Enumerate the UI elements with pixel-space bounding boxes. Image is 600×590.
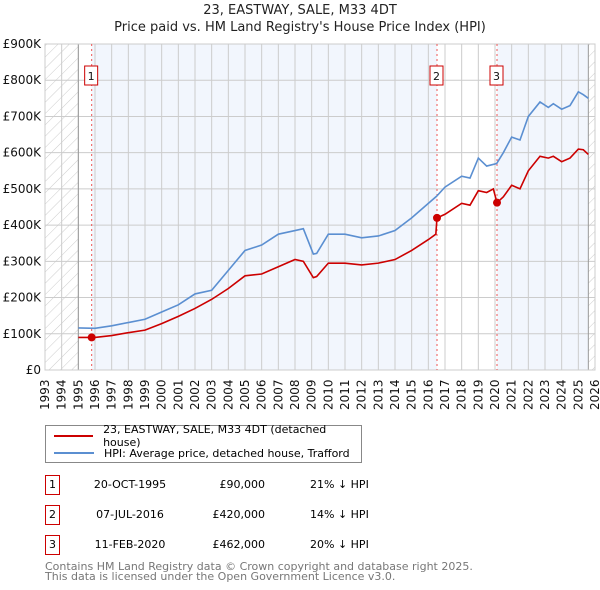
x-tick-label: 2007 bbox=[271, 379, 285, 410]
price-chart: £0 £100K £200K £300K £400K £500K £600K £700K £80… bbox=[3, 37, 600, 410]
x-tick-label: 2018 bbox=[455, 379, 469, 410]
sale-row: 2 07-JUL-2016 £420,000 14% ↓ HPI bbox=[45, 505, 445, 525]
x-tick-label: 1999 bbox=[138, 379, 152, 410]
x-tick-label: 2021 bbox=[505, 379, 519, 410]
sale-hpi-diff: 21% ↓ HPI bbox=[310, 478, 369, 491]
sale-date: 11-FEB-2020 bbox=[94, 538, 166, 551]
footer-copyright: Contains HM Land Registry data © Crown c… bbox=[45, 560, 473, 573]
y-tick-label: £700K bbox=[3, 109, 43, 123]
x-tick-label: 2024 bbox=[555, 379, 569, 410]
sale-marker-number: 1 bbox=[45, 475, 60, 495]
sale-row: 1 20-OCT-1995 £90,000 21% ↓ HPI bbox=[45, 475, 445, 495]
legend-item-property: 23, EASTWAY, SALE, M33 4DT (detached hou… bbox=[54, 423, 361, 449]
sale-point bbox=[87, 333, 96, 342]
sale-label-box bbox=[489, 65, 504, 86]
x-tick-label: 2001 bbox=[171, 379, 185, 410]
x-tick-label: 1995 bbox=[71, 379, 85, 410]
legend: 23, EASTWAY, SALE, M33 4DT (detached hou… bbox=[45, 423, 362, 463]
sale-marker-number: 3 bbox=[45, 535, 60, 555]
legend-item-hpi: HPI: Average price, detached house, Traf… bbox=[54, 445, 350, 461]
y-tick-label: £800K bbox=[3, 73, 43, 87]
sale-marker-number: 2 bbox=[45, 505, 60, 525]
x-tick-label: 2026 bbox=[588, 379, 600, 410]
sale-hpi-diff: 20% ↓ HPI bbox=[310, 538, 369, 551]
sale-date: 07-JUL-2016 bbox=[96, 508, 164, 521]
x-tick-label: 2012 bbox=[355, 379, 369, 410]
sale-date: 20-OCT-1995 bbox=[93, 478, 167, 491]
sale-label-number: 3 bbox=[493, 70, 500, 83]
chart-subtitle: Price paid vs. HM Land Registry's House … bbox=[114, 20, 486, 35]
sale-label-box bbox=[429, 65, 444, 86]
x-tick-label: 2010 bbox=[321, 379, 335, 410]
x-tick-label: 2014 bbox=[388, 379, 402, 410]
legend-label: HPI: Average price, detached house, Traf… bbox=[104, 446, 350, 460]
x-tick-label: 2006 bbox=[255, 379, 269, 410]
blue-line-swatch bbox=[54, 452, 94, 454]
x-tick-label: 2022 bbox=[521, 379, 535, 410]
sale-point bbox=[493, 198, 501, 207]
x-tick-label: 2002 bbox=[188, 379, 202, 410]
x-tick-label: 2015 bbox=[405, 379, 419, 410]
y-tick-label: £300K bbox=[3, 254, 43, 268]
sale-price: £420,000 bbox=[212, 508, 266, 521]
y-tick-label: £100K bbox=[3, 327, 43, 341]
x-tick-label: 2025 bbox=[571, 379, 585, 410]
property-price-line bbox=[78, 148, 589, 339]
x-tick-label: 1993 bbox=[38, 379, 52, 410]
sale-label-number: 2 bbox=[433, 70, 440, 83]
shaded-ownership-band bbox=[497, 44, 589, 370]
x-tick-label: 2019 bbox=[471, 379, 485, 410]
y-tick-label: £500K bbox=[3, 182, 43, 196]
x-tick-label: 1997 bbox=[105, 379, 119, 410]
x-tick-label: 1998 bbox=[121, 379, 135, 410]
x-tick-label: 2009 bbox=[305, 379, 319, 410]
sale-row: 3 11-FEB-2020 £462,000 20% ↓ HPI bbox=[45, 535, 445, 555]
x-tick-label: 2011 bbox=[338, 379, 352, 410]
hpi-line bbox=[78, 90, 589, 330]
x-tick-label: 2023 bbox=[538, 379, 552, 410]
sale-hpi-diff: 14% ↓ HPI bbox=[310, 508, 369, 521]
x-tick-label: 2005 bbox=[238, 379, 252, 410]
x-tick-label: 1994 bbox=[55, 379, 69, 410]
legend-label: 23, EASTWAY, SALE, M33 4DT (detached hou… bbox=[103, 423, 327, 449]
x-tick-label: 2000 bbox=[155, 379, 169, 410]
sale-label-box bbox=[84, 65, 99, 86]
y-tick-label: £900K bbox=[3, 37, 43, 51]
x-tick-label: 2016 bbox=[421, 379, 435, 410]
x-tick-label: 2013 bbox=[371, 379, 385, 410]
sale-point bbox=[433, 213, 441, 222]
y-tick-label: £200K bbox=[3, 291, 43, 305]
sale-label-number: 1 bbox=[88, 70, 95, 83]
sale-price: £90,000 bbox=[219, 478, 266, 491]
red-line-swatch bbox=[54, 435, 94, 437]
x-tick-label: 2008 bbox=[288, 379, 302, 410]
x-tick-label: 2020 bbox=[488, 379, 502, 410]
shaded-ownership-band bbox=[91, 44, 438, 370]
chart-title: 23, EASTWAY, SALE, M33 4DT bbox=[203, 3, 397, 18]
x-tick-label: 2017 bbox=[438, 379, 452, 410]
x-tick-label: 2004 bbox=[221, 379, 235, 410]
y-tick-label: £600K bbox=[3, 146, 43, 160]
y-tick-label: £400K bbox=[3, 218, 43, 232]
footer-licence: This data is licensed under the Open Gov… bbox=[45, 570, 396, 583]
y-tick-label: £0 bbox=[26, 363, 41, 377]
x-tick-label: 1996 bbox=[88, 379, 102, 410]
sale-price: £462,000 bbox=[212, 538, 266, 551]
hatched-no-data-region bbox=[588, 44, 595, 370]
x-tick-label: 2003 bbox=[205, 379, 219, 410]
plot-border bbox=[44, 43, 596, 371]
